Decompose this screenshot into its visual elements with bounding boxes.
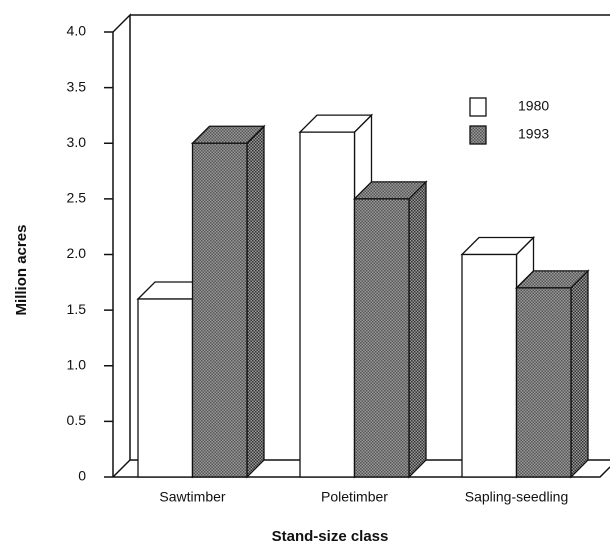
y-tick-label: 2.0: [67, 245, 87, 261]
bar: [191, 142, 248, 478]
legend-swatch: [469, 125, 487, 145]
legend-swatch: [469, 97, 487, 117]
y-tick-label: 3.5: [67, 78, 87, 94]
floor-front: [113, 466, 610, 478]
y-tick-label: 0.5: [67, 412, 87, 428]
legend-label: 1993: [518, 126, 549, 142]
legend-label: 1980: [518, 98, 549, 114]
x-tick-label: Sapling-seedling: [465, 489, 569, 505]
back-wall: [112, 13, 131, 478]
bar: [137, 298, 194, 478]
x-tick-label: Sawtimber: [159, 489, 225, 505]
y-axis-title: Million acres: [13, 225, 30, 316]
bar-side: [246, 124, 265, 479]
bar-side: [408, 180, 427, 479]
y-tick-label: 4.0: [67, 23, 87, 39]
x-tick-label: Poletimber: [321, 489, 388, 505]
y-tick-label: 1.0: [67, 356, 87, 372]
bar: [461, 253, 518, 478]
x-axis-title: Stand-size class: [272, 528, 389, 545]
y-tick-label: 1.5: [67, 301, 87, 317]
y-tick-label: 2.5: [67, 190, 87, 206]
bar-side: [570, 269, 589, 479]
bar: [299, 131, 356, 478]
y-tick-label: 0: [78, 468, 86, 484]
y-tick-label: 3.0: [67, 134, 87, 150]
bar: [353, 198, 410, 478]
bar: [515, 287, 572, 478]
